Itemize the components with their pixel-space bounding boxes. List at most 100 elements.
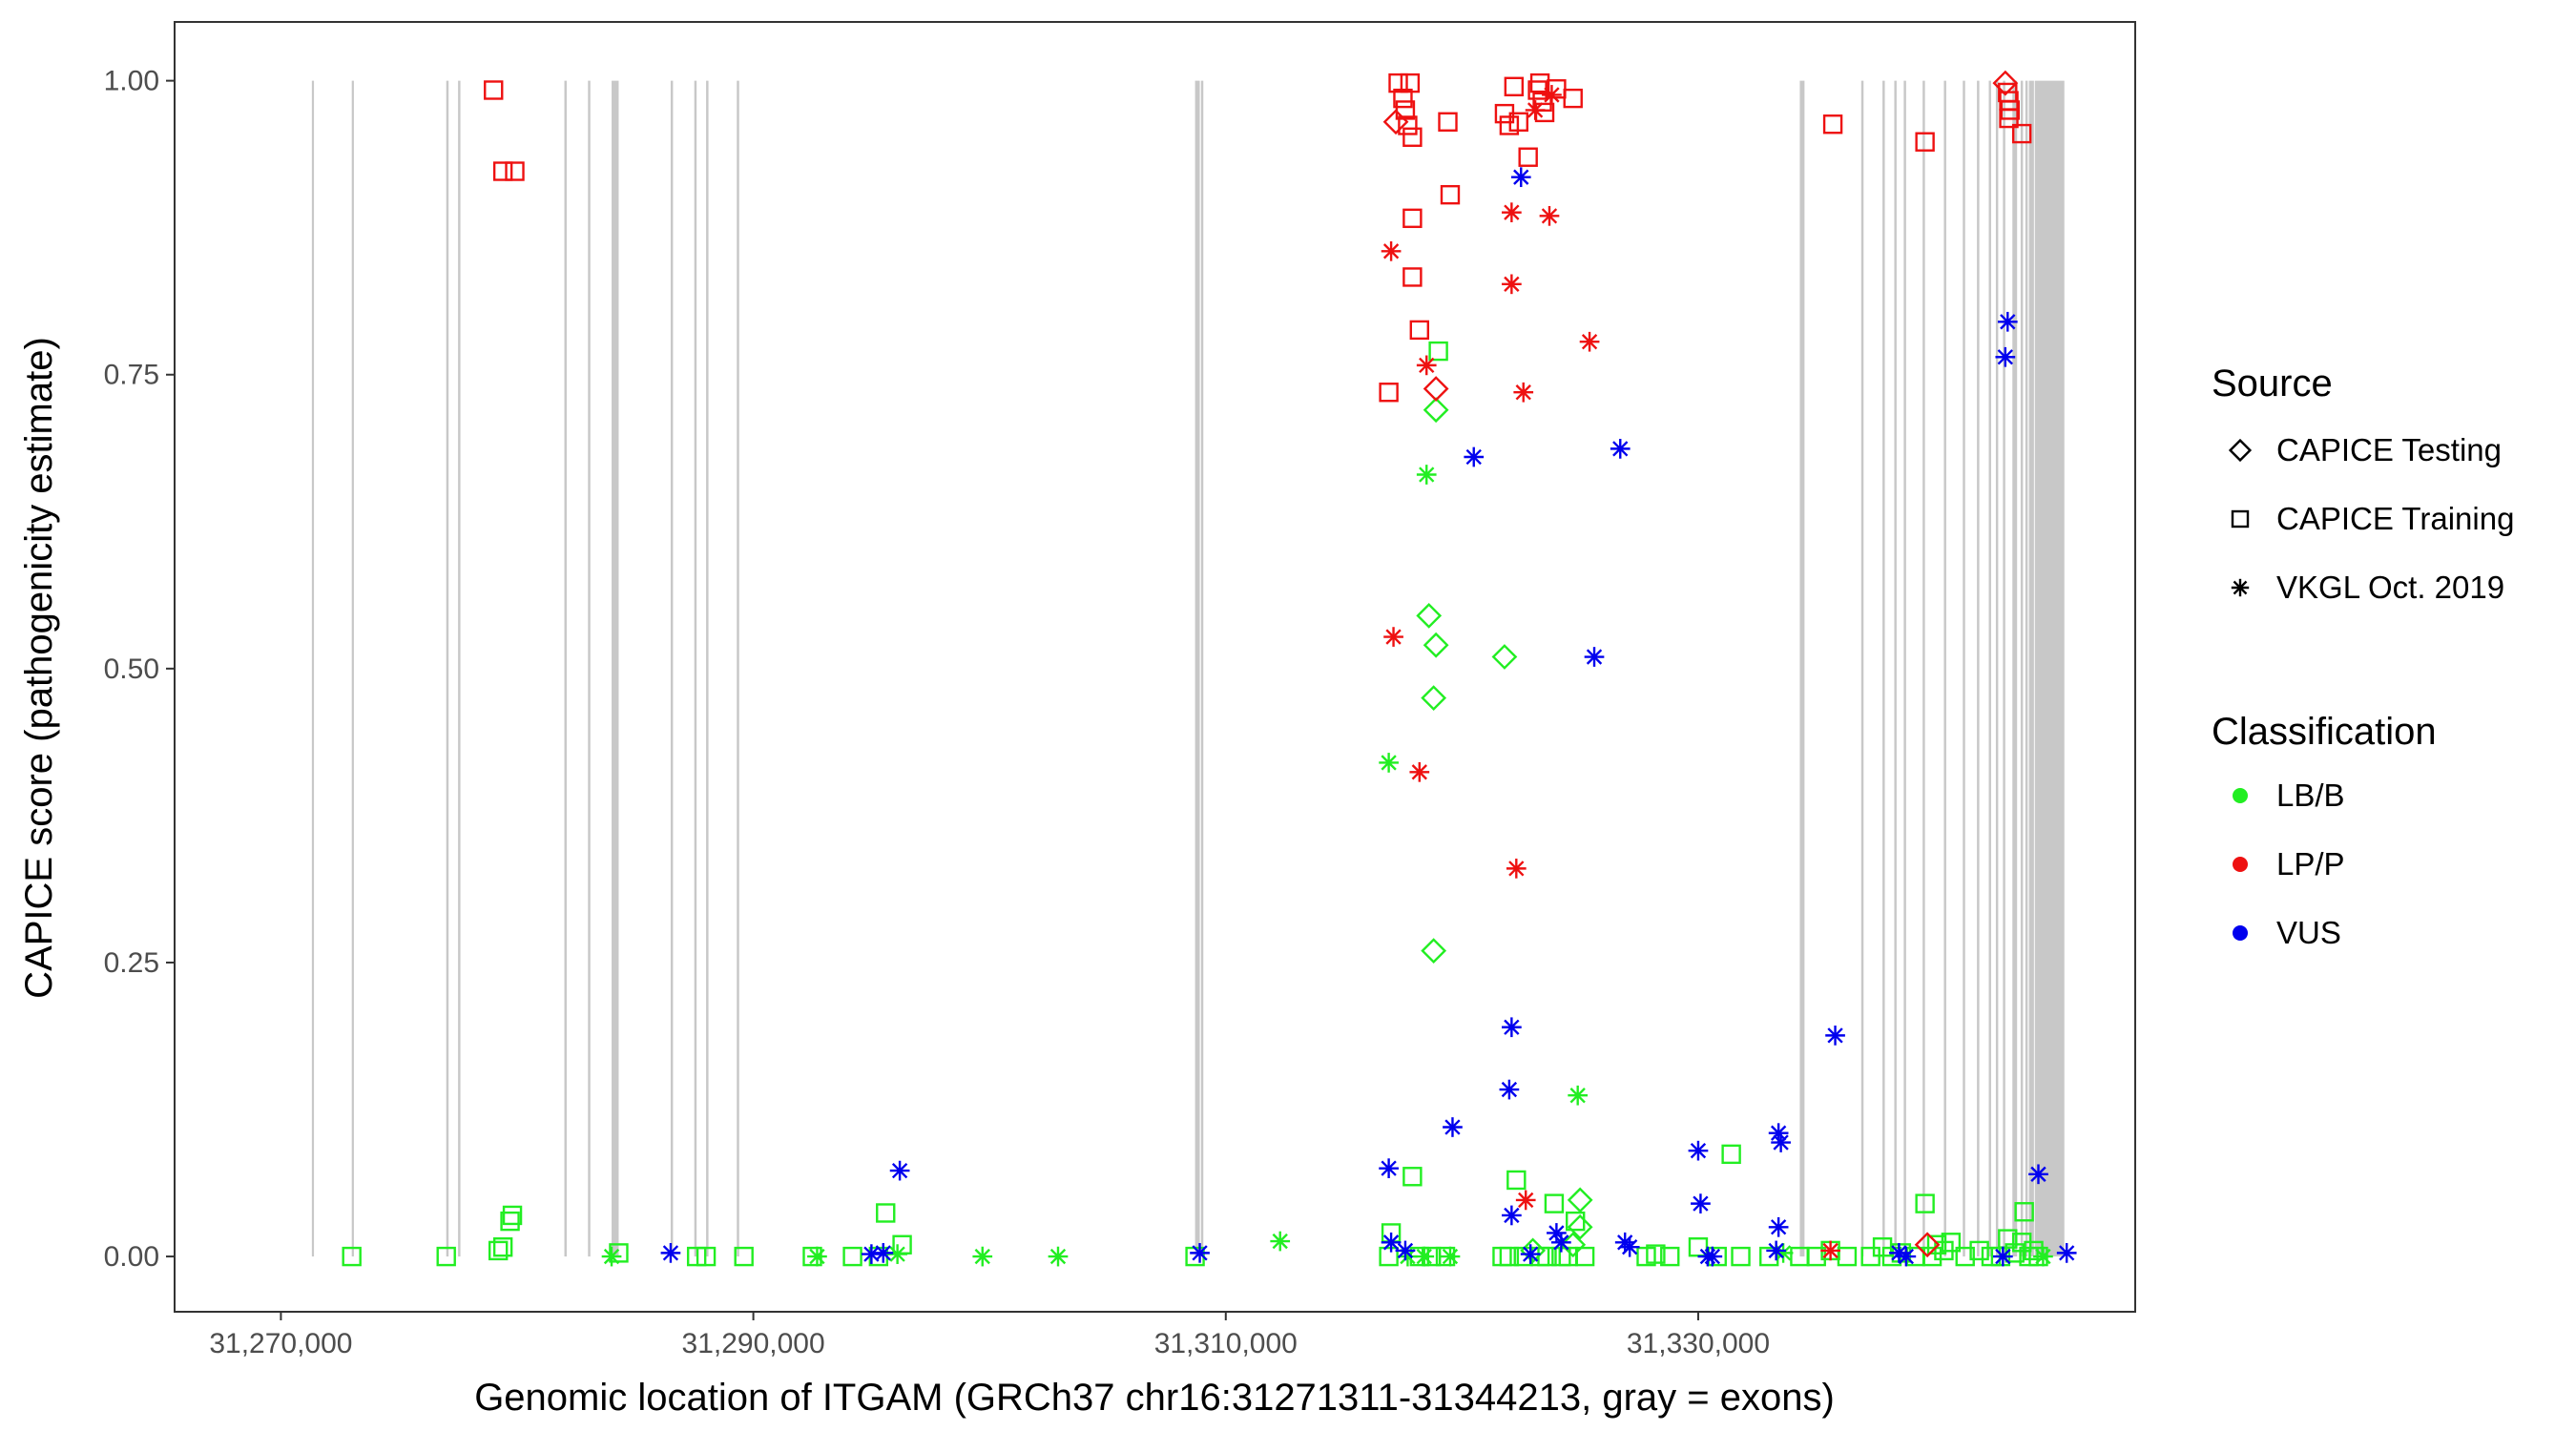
legend-label-vkgl-oct-2019: VKGL Oct. 2019 xyxy=(2276,570,2504,605)
point-lb-b-square xyxy=(488,1240,509,1261)
exon-band xyxy=(1195,80,1200,1257)
exon-band xyxy=(1200,80,1204,1257)
point-lp-p-asterisk xyxy=(1409,761,1430,782)
point-vus-asterisk xyxy=(1610,439,1631,459)
point-vus-asterisk xyxy=(1381,1232,1402,1253)
point-lp-p-square xyxy=(1822,114,1843,135)
point-lp-p-asterisk xyxy=(1383,627,1403,647)
x-axis-title: Genomic location of ITGAM (GRCh37 chr16:… xyxy=(474,1377,1835,1419)
point-lb-b-square xyxy=(1915,1193,1935,1213)
point-lp-p-square xyxy=(1915,132,1935,152)
y-axis: 0.00 0.25 0.50 0.75 1.00 xyxy=(104,66,175,1273)
exon-band xyxy=(1963,80,1965,1257)
point-lb-b-square xyxy=(1731,1246,1751,1267)
point-lp-p-square xyxy=(1379,383,1399,403)
point-lb-b-asterisk xyxy=(1440,1246,1461,1267)
point-lb-b-square xyxy=(1955,1246,1975,1267)
legend-label-lb-b: LB/B xyxy=(2276,778,2345,813)
point-vus-asterisk xyxy=(1502,1017,1522,1038)
point-vus-asterisk xyxy=(1768,1216,1789,1237)
point-lp-p-square xyxy=(1393,88,1413,109)
point-vus-asterisk xyxy=(2056,1243,2077,1263)
point-lb-b-diamond xyxy=(1416,602,1443,629)
point-lb-b-square xyxy=(1660,1246,1680,1267)
point-vus-asterisk xyxy=(1771,1132,1791,1152)
point-lb-b-square xyxy=(1402,1167,1423,1187)
legend-key-vus xyxy=(2233,925,2248,941)
point-lb-b-diamond xyxy=(1560,1232,1587,1258)
point-vus-asterisk xyxy=(1464,446,1485,467)
point-lb-b-square xyxy=(1646,1244,1666,1264)
point-lb-b-asterisk xyxy=(1416,465,1437,485)
exon-band xyxy=(1894,80,1897,1257)
point-lb-b-diamond xyxy=(1567,1187,1593,1213)
exon-band xyxy=(2020,80,2024,1257)
point-lb-b-square xyxy=(1969,1240,1989,1261)
point-lb-b-square xyxy=(1379,1246,1399,1267)
exon-band xyxy=(458,80,461,1257)
point-lp-p-asterisk xyxy=(1513,382,1534,403)
point-lb-b-asterisk xyxy=(807,1246,827,1267)
point-vus-asterisk xyxy=(1190,1243,1210,1263)
point-lb-b-square xyxy=(1428,341,1448,362)
point-lb-b-square xyxy=(1421,1246,1442,1267)
exon-band xyxy=(1988,80,1991,1257)
point-vus-asterisk xyxy=(1825,1026,1845,1046)
point-lb-b-square xyxy=(1574,1246,1595,1267)
point-lb-b-asterisk xyxy=(1048,1246,1069,1267)
exon-band xyxy=(1799,80,1805,1257)
legend-label-capice-testing: CAPICE Testing xyxy=(2276,432,2502,467)
point-vus-asterisk xyxy=(1499,1079,1520,1100)
point-lb-b-square xyxy=(609,1243,629,1263)
point-lb-b-square xyxy=(1721,1144,1741,1165)
exon-band xyxy=(1903,80,1906,1257)
point-lp-p-square xyxy=(1402,208,1423,229)
exon-band xyxy=(446,80,449,1257)
point-vus-asterisk xyxy=(1997,311,2018,332)
point-lb-b-asterisk xyxy=(1568,1085,1589,1106)
point-vus-asterisk xyxy=(1584,647,1605,667)
point-lb-b-square xyxy=(436,1246,456,1267)
point-lb-b-diamond xyxy=(1491,644,1518,670)
x-axis: 31,270,000 31,290,000 31,310,000 31,330,000 xyxy=(209,1312,1770,1359)
point-lp-p-diamond xyxy=(1423,376,1449,402)
point-lb-b-square xyxy=(1922,1246,1942,1267)
exon-band xyxy=(2034,80,2065,1257)
y-tick-label: 1.00 xyxy=(104,66,159,97)
exon-band xyxy=(1995,80,1999,1257)
point-lp-p-square xyxy=(1563,88,1583,109)
point-lp-p-square xyxy=(1398,115,1418,135)
point-lb-b-square xyxy=(1506,1170,1527,1191)
point-lb-b-asterisk xyxy=(1414,1246,1435,1267)
point-lb-b-square xyxy=(500,1211,520,1232)
data-points xyxy=(342,70,2077,1267)
legend-label-vus: VUS xyxy=(2276,915,2341,950)
exon-band xyxy=(2003,80,2005,1257)
point-lp-p-square xyxy=(1438,112,1458,132)
point-lb-b-asterisk xyxy=(1379,753,1399,773)
point-vus-asterisk xyxy=(1551,1232,1571,1253)
point-lp-p-square xyxy=(505,161,525,181)
point-vus-asterisk xyxy=(1688,1140,1709,1161)
point-lb-b-asterisk xyxy=(601,1246,622,1267)
point-lp-p-square xyxy=(1534,102,1555,123)
x-tick-label: 31,270,000 xyxy=(209,1328,352,1359)
point-lb-b-asterisk xyxy=(1270,1231,1291,1252)
point-lp-p-square xyxy=(1409,320,1430,341)
point-lp-p-asterisk xyxy=(1506,859,1527,879)
exon-band xyxy=(1922,80,1925,1257)
point-lb-b-diamond xyxy=(1423,397,1449,424)
exon-band xyxy=(706,80,709,1257)
legend-key-lb-b xyxy=(2233,788,2248,803)
point-lb-b-square xyxy=(1941,1233,1962,1253)
point-vus-asterisk xyxy=(1691,1193,1711,1213)
point-vus-asterisk xyxy=(1443,1117,1463,1137)
point-lb-b-asterisk xyxy=(2033,1246,2053,1267)
point-vus-asterisk xyxy=(1702,1246,1723,1267)
legend-key-asterisk xyxy=(2231,578,2250,597)
point-lp-p-diamond xyxy=(1914,1232,1941,1258)
point-vus-asterisk xyxy=(1995,346,2016,367)
exon-band xyxy=(2025,80,2028,1257)
point-lb-b-asterisk xyxy=(972,1246,993,1267)
y-tick-label: 0.75 xyxy=(104,360,159,391)
